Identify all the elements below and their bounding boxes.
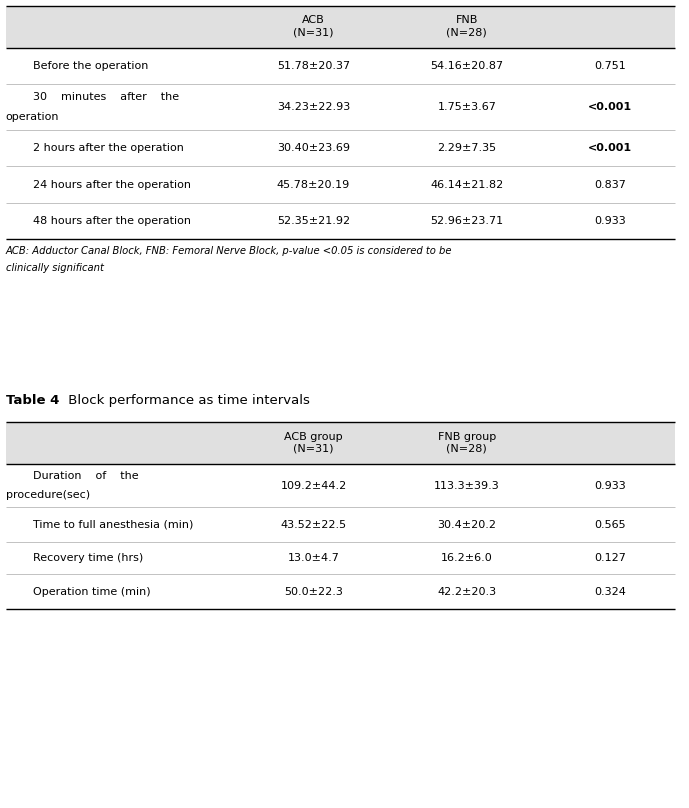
Text: Operation time (min): Operation time (min) bbox=[33, 587, 151, 597]
Text: 30    minutes    after    the: 30 minutes after the bbox=[33, 92, 179, 102]
Text: 51.78±20.37: 51.78±20.37 bbox=[277, 61, 350, 71]
Text: 113.3±39.3: 113.3±39.3 bbox=[434, 481, 500, 490]
Text: 48 hours after the operation: 48 hours after the operation bbox=[33, 216, 191, 226]
Bar bbox=[6, 422, 675, 464]
Text: 43.52±22.5: 43.52±22.5 bbox=[280, 520, 347, 530]
Text: 46.14±21.82: 46.14±21.82 bbox=[430, 179, 504, 190]
Text: 0.933: 0.933 bbox=[594, 481, 626, 490]
Text: 2 hours after the operation: 2 hours after the operation bbox=[33, 143, 184, 154]
Text: 0.837: 0.837 bbox=[594, 179, 626, 190]
Text: 24 hours after the operation: 24 hours after the operation bbox=[33, 179, 191, 190]
Text: <0.001: <0.001 bbox=[588, 143, 632, 154]
Text: Time to full anesthesia (min): Time to full anesthesia (min) bbox=[33, 520, 194, 530]
Text: ACB
(N=31): ACB (N=31) bbox=[294, 15, 333, 38]
Text: Table 4: Table 4 bbox=[6, 394, 59, 407]
Text: Recovery time (hrs): Recovery time (hrs) bbox=[33, 553, 143, 563]
Text: FNB group
(N=28): FNB group (N=28) bbox=[438, 431, 496, 454]
Text: 13.0±4.7: 13.0±4.7 bbox=[287, 553, 340, 563]
Text: <0.001: <0.001 bbox=[588, 102, 632, 112]
Text: clinically significant: clinically significant bbox=[6, 263, 103, 273]
Text: 1.75±3.67: 1.75±3.67 bbox=[438, 102, 496, 112]
Text: ACB: Adductor Canal Block, FNB: Femoral Nerve Block, p-value <0.05 is considered: ACB: Adductor Canal Block, FNB: Femoral … bbox=[6, 246, 452, 255]
Text: 52.35±21.92: 52.35±21.92 bbox=[277, 216, 350, 226]
Text: 52.96±23.71: 52.96±23.71 bbox=[430, 216, 504, 226]
Bar bbox=[6, 6, 675, 48]
Text: 0.933: 0.933 bbox=[594, 216, 626, 226]
Text: 30.4±20.2: 30.4±20.2 bbox=[438, 520, 496, 530]
Text: ACB group
(N=31): ACB group (N=31) bbox=[284, 431, 343, 454]
Text: Block performance as time intervals: Block performance as time intervals bbox=[64, 394, 310, 407]
Text: 42.2±20.3: 42.2±20.3 bbox=[438, 587, 496, 597]
Text: 2.29±7.35: 2.29±7.35 bbox=[438, 143, 496, 154]
Text: 16.2±6.0: 16.2±6.0 bbox=[441, 553, 493, 563]
Text: 50.0±22.3: 50.0±22.3 bbox=[284, 587, 343, 597]
Text: Before the operation: Before the operation bbox=[33, 61, 148, 71]
Text: Duration    of    the: Duration of the bbox=[33, 471, 138, 481]
Text: 45.78±20.19: 45.78±20.19 bbox=[277, 179, 350, 190]
Text: 109.2±44.2: 109.2±44.2 bbox=[280, 481, 347, 490]
Text: 30.40±23.69: 30.40±23.69 bbox=[277, 143, 350, 154]
Text: 0.324: 0.324 bbox=[594, 587, 626, 597]
Text: 54.16±20.87: 54.16±20.87 bbox=[430, 61, 504, 71]
Text: 0.751: 0.751 bbox=[594, 61, 626, 71]
Text: procedure(sec): procedure(sec) bbox=[6, 490, 90, 500]
Text: 0.565: 0.565 bbox=[594, 520, 626, 530]
Text: 0.127: 0.127 bbox=[594, 553, 626, 563]
Text: operation: operation bbox=[6, 112, 59, 122]
Text: FNB
(N=28): FNB (N=28) bbox=[446, 15, 487, 38]
Text: 34.23±22.93: 34.23±22.93 bbox=[277, 102, 350, 112]
